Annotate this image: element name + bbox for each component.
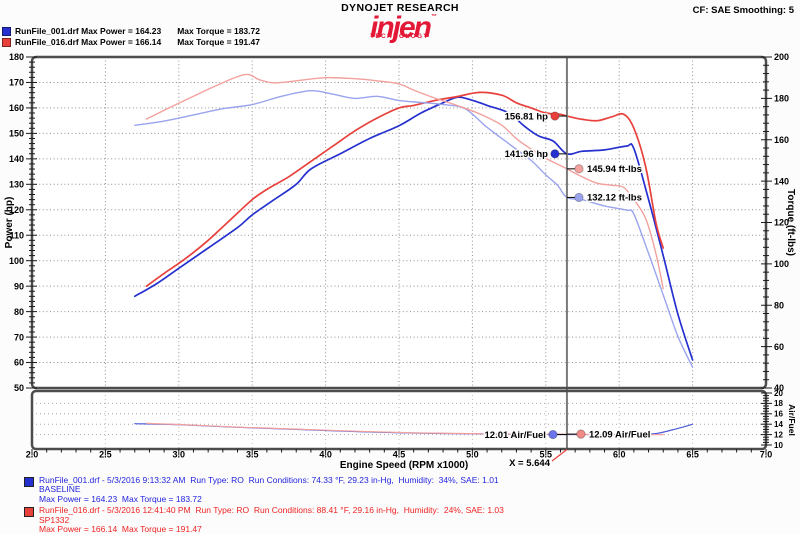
run-conditions: RunFile_001.drf - 5/3/2016 9:13:32 AM Ru… xyxy=(39,475,499,485)
svg-text:90: 90 xyxy=(14,281,24,291)
svg-text:5.0: 5.0 xyxy=(466,450,479,460)
cursor-dot xyxy=(548,429,558,440)
svg-text:140: 140 xyxy=(774,176,789,186)
cursor-x-readout: X = 5.644 xyxy=(509,458,551,469)
legend-torque-label: Max Torque = 183.72 xyxy=(177,26,260,36)
svg-text:100: 100 xyxy=(774,259,789,269)
svg-text:50: 50 xyxy=(14,383,24,393)
svg-text:14: 14 xyxy=(774,420,783,429)
legend-marker-red xyxy=(2,37,11,47)
run-title: BASELINE xyxy=(39,484,81,495)
trademark-symbol: ™ xyxy=(431,13,437,20)
torque-axis-label: Torque (ft-lbs) xyxy=(785,189,796,256)
svg-text:180: 180 xyxy=(774,94,789,104)
curve-3 xyxy=(145,73,664,290)
cursor-value-label: 141.96 hp xyxy=(505,149,548,160)
dynojet-research-title: DYNOJET RESEARCH xyxy=(341,2,459,14)
main-curves xyxy=(133,73,694,368)
svg-text:4.5: 4.5 xyxy=(393,450,406,460)
svg-text:7.0: 7.0 xyxy=(760,450,773,460)
curve-2 xyxy=(134,89,694,368)
svg-text:140: 140 xyxy=(9,154,24,164)
cursor-dot xyxy=(550,149,560,159)
svg-text:160: 160 xyxy=(774,135,789,145)
svg-text:100: 100 xyxy=(9,256,24,266)
cursor-dot xyxy=(576,429,586,439)
svg-text:4.0: 4.0 xyxy=(319,450,332,460)
svg-text:70: 70 xyxy=(14,332,24,342)
curve-1 xyxy=(145,91,665,288)
svg-text:120: 120 xyxy=(774,218,789,228)
cursor-dot xyxy=(550,111,560,121)
correction-smoothing-label: CF: SAE Smoothing: 5 xyxy=(692,5,794,16)
legend-run-001: RunFile_001.drf Max Power = 164.23 Max T… xyxy=(2,26,260,36)
svg-text:2.0: 2.0 xyxy=(26,450,39,460)
svg-text:60: 60 xyxy=(14,358,24,368)
airfuel-axis-label: Air/Fuel xyxy=(787,404,797,436)
power-axis-label: Power (hp) xyxy=(4,197,15,249)
svg-text:170: 170 xyxy=(9,78,24,88)
rpm-axis-label: Engine Speed (RPM x1000) xyxy=(340,460,468,471)
axis-tick-labels: 50 60 70 80 90 100 110 120 130 140 150 160 170 180 40 6… xyxy=(9,52,789,459)
svg-text:18: 18 xyxy=(774,399,783,408)
svg-text:80: 80 xyxy=(774,300,784,310)
legend-torque-label: Max Torque = 191.47 xyxy=(177,37,260,47)
run-conditions: RunFile_016.drf - 5/3/2016 12:41:40 PM R… xyxy=(39,505,504,516)
legend-power-label: RunFile_001.drf Max Power = 164.23 xyxy=(15,26,162,36)
run-info-016: RunFile_016.drf - 5/3/2016 12:41:40 PM R… xyxy=(24,505,504,534)
main-plot-area xyxy=(32,57,766,388)
svg-text:12: 12 xyxy=(774,430,783,439)
airfuel-curves xyxy=(134,422,694,436)
cursor-value-label: 12.09 Air/Fuel xyxy=(589,429,650,440)
svg-text:180: 180 xyxy=(9,52,24,62)
af-curve-1 xyxy=(145,422,664,436)
run-max-values: Max Power = 166.14 Max Torque = 191.47 xyxy=(39,524,202,534)
svg-text:120: 120 xyxy=(9,205,24,215)
legend: RunFile_001.drf Max Power = 164.23 Max T… xyxy=(2,26,260,48)
legend-marker-blue xyxy=(2,26,11,36)
svg-text:150: 150 xyxy=(9,129,24,139)
cursor-dot xyxy=(574,192,584,203)
legend-power-label: RunFile_016.drf Max Power = 166.14 xyxy=(15,37,162,47)
axis-ticks xyxy=(26,56,772,456)
run-marker-blue xyxy=(24,477,34,487)
svg-text:10: 10 xyxy=(774,441,783,450)
svg-text:3.5: 3.5 xyxy=(246,450,259,460)
run-info-001: RunFile_001.drf - 5/3/2016 9:13:32 AM Ru… xyxy=(24,475,504,504)
svg-text:110: 110 xyxy=(9,230,24,240)
injen-wordmark: injen xyxy=(369,10,432,44)
brand-block: DYNOJET RESEARCH injen ™ TECHNOLOGY xyxy=(341,3,459,42)
legend-run-016: RunFile_016.drf Max Power = 166.14 Max T… xyxy=(2,37,260,47)
airfuel-gridlines xyxy=(32,391,766,449)
injen-logo: injen ™ TECHNOLOGY xyxy=(369,10,437,44)
cursor-pointer-line xyxy=(551,449,568,462)
cursor-value-label: 145.94 ft-lbs xyxy=(587,164,642,175)
svg-text:2.5: 2.5 xyxy=(99,450,112,460)
svg-text:20: 20 xyxy=(774,389,783,398)
cursor-value-label: 156.81 hp xyxy=(505,111,548,122)
run-info-list: RunFile_001.drf - 5/3/2016 9:13:32 AM Ru… xyxy=(24,475,504,534)
run-marker-red xyxy=(24,507,34,518)
svg-text:200: 200 xyxy=(774,52,789,62)
curve-0 xyxy=(133,96,694,361)
svg-text:160: 160 xyxy=(9,103,24,113)
svg-text:130: 130 xyxy=(9,180,24,190)
svg-text:40: 40 xyxy=(774,383,784,393)
run-max-values: Max Power = 164.23 Max Torque = 183.72 xyxy=(39,493,202,504)
cursor-value-label: 12.01 Air/Fuel xyxy=(485,430,546,441)
cursor-value-label: 132.12 ft-lbs xyxy=(587,193,642,204)
svg-text:6.5: 6.5 xyxy=(686,450,699,460)
svg-text:5.5: 5.5 xyxy=(540,450,553,460)
svg-text:60: 60 xyxy=(774,342,784,352)
svg-text:6.0: 6.0 xyxy=(613,450,626,460)
svg-text:3.0: 3.0 xyxy=(173,450,186,460)
cursor-dot xyxy=(574,164,584,174)
injen-technology-label: TECHNOLOGY xyxy=(370,33,429,40)
run-title: SP1332 xyxy=(39,514,70,525)
svg-text:80: 80 xyxy=(14,307,24,317)
svg-text:16: 16 xyxy=(774,410,783,419)
